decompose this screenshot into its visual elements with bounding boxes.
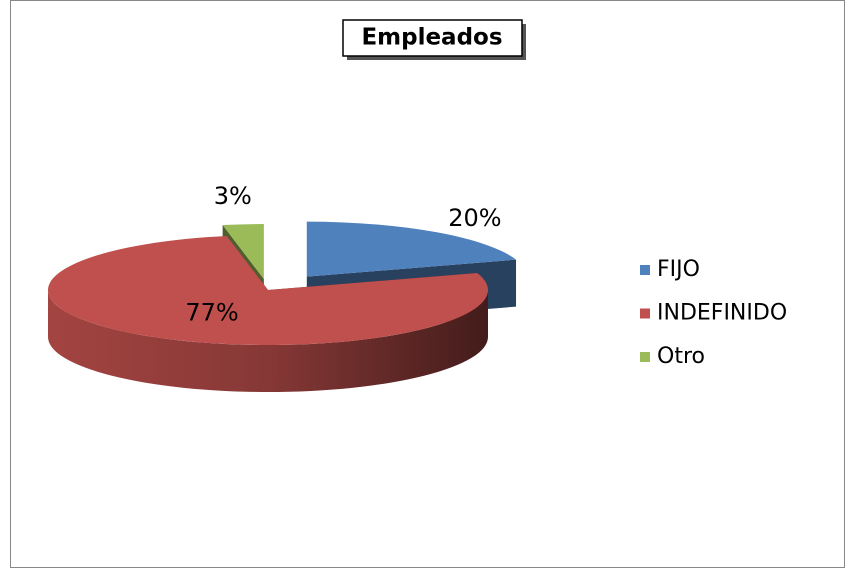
legend-label: FIJO bbox=[657, 257, 700, 282]
slice-side bbox=[48, 290, 488, 392]
legend-label: Otro bbox=[657, 344, 705, 369]
data-label: 20% bbox=[448, 204, 501, 232]
legend-swatch bbox=[640, 308, 650, 319]
slice bbox=[48, 235, 489, 345]
data-label: 3% bbox=[214, 182, 252, 210]
slice bbox=[222, 224, 264, 280]
title-frame bbox=[342, 19, 523, 57]
legend-swatch bbox=[640, 352, 650, 362]
chart-title: Empleados bbox=[361, 25, 502, 51]
legend-swatch bbox=[640, 265, 650, 275]
data-label: 77% bbox=[185, 299, 238, 327]
legend-label: INDEFINIDO bbox=[657, 301, 787, 326]
title-box: Empleados bbox=[342, 19, 526, 60]
slice bbox=[306, 221, 517, 277]
